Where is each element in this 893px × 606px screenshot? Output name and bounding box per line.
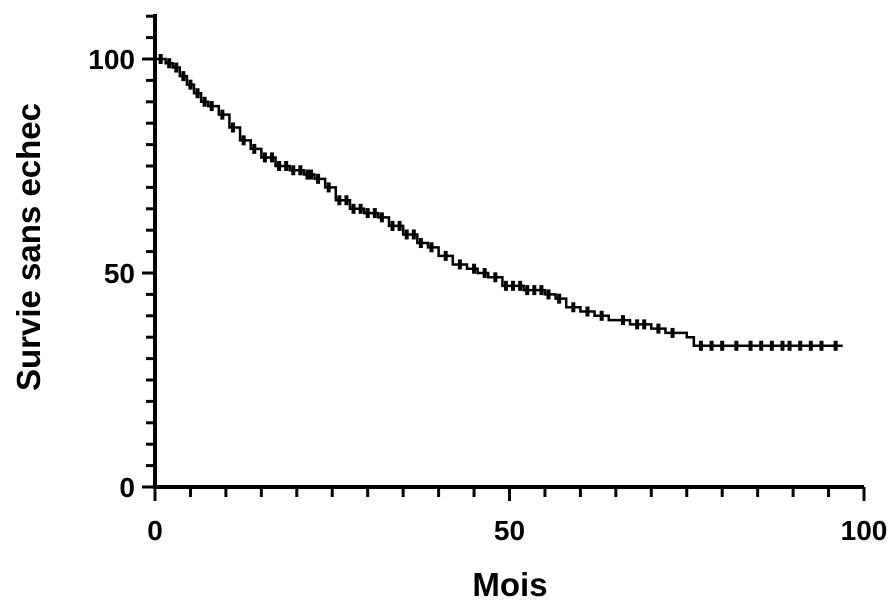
censor-layer [158, 54, 838, 351]
x-axis-title: Mois [472, 566, 547, 603]
censor-mark [220, 109, 225, 120]
censor-mark [358, 203, 363, 214]
censor-mark [305, 169, 310, 180]
censor-mark [833, 340, 838, 351]
censor-mark [780, 340, 785, 351]
censor-mark [308, 169, 313, 180]
censor-mark [379, 212, 384, 223]
censor-mark [709, 340, 714, 351]
censor-mark [734, 340, 739, 351]
censor-mark [571, 302, 576, 313]
censor-mark [252, 143, 257, 154]
censor-mark [429, 242, 434, 253]
y-tick-label: 100 [88, 44, 135, 75]
censor-mark [656, 323, 661, 334]
censor-mark [241, 135, 246, 146]
censor-mark [532, 285, 537, 296]
ticks [142, 14, 866, 501]
censor-mark [404, 229, 409, 240]
censor-mark [397, 220, 402, 231]
censor-mark [472, 263, 477, 274]
censor-mark [511, 280, 516, 291]
censor-mark [798, 340, 803, 351]
censor-mark [390, 220, 395, 231]
censor-mark [808, 340, 813, 351]
y-tick-label: 0 [119, 472, 135, 503]
censor-mark [503, 280, 508, 291]
censor-mark [337, 195, 342, 206]
censor-mark [344, 195, 349, 206]
y-axis-title: Survie sans echec [10, 103, 47, 391]
censor-mark [482, 268, 487, 278]
censor-mark [269, 152, 274, 163]
censor-mark [277, 161, 282, 171]
censor-mark [720, 340, 725, 351]
censor-mark [769, 340, 774, 351]
censor-mark [372, 208, 377, 219]
censor-mark [291, 165, 296, 176]
censor-mark [557, 293, 562, 304]
censor-mark [158, 54, 163, 64]
tick-labels: 0 50 100 0 50 100 [88, 44, 887, 546]
censor-mark [670, 327, 675, 338]
censor-mark [188, 79, 193, 90]
censor-mark [748, 340, 753, 351]
censor-mark [539, 285, 544, 296]
censor-mark [351, 203, 356, 214]
censor-mark [642, 319, 647, 330]
censor-mark [635, 319, 640, 330]
censor-mark [316, 173, 321, 184]
censor-mark [298, 165, 303, 176]
x-tick-label: 100 [841, 515, 888, 546]
censor-mark [167, 58, 172, 69]
censor-mark [230, 122, 235, 133]
censor-mark [546, 289, 551, 300]
censor-mark [819, 340, 824, 351]
x-tick-label: 0 [147, 515, 163, 546]
survival-curve [155, 57, 843, 348]
censor-mark [599, 310, 604, 321]
censor-mark [620, 315, 625, 326]
censor-mark [209, 101, 214, 112]
censor-mark [262, 152, 267, 163]
y-tick-label: 50 [104, 258, 135, 289]
censor-mark [284, 161, 289, 171]
censor-mark [195, 88, 200, 99]
censor-mark [518, 280, 523, 291]
censor-mark [326, 182, 331, 193]
censor-mark [759, 340, 764, 351]
censor-mark [698, 340, 703, 351]
censor-mark [493, 272, 498, 283]
censor-mark [202, 96, 207, 107]
censor-mark [443, 250, 448, 261]
censor-mark [174, 62, 179, 73]
x-tick-label: 50 [494, 515, 525, 546]
censor-mark [411, 229, 416, 240]
censor-mark [787, 340, 792, 351]
axes [153, 14, 864, 489]
censor-mark [418, 238, 423, 249]
censor-mark [525, 285, 530, 296]
censor-mark [457, 259, 462, 270]
censor-mark [585, 306, 590, 317]
censor-mark [181, 71, 186, 82]
series-layer [155, 57, 843, 348]
censor-mark [365, 208, 370, 219]
